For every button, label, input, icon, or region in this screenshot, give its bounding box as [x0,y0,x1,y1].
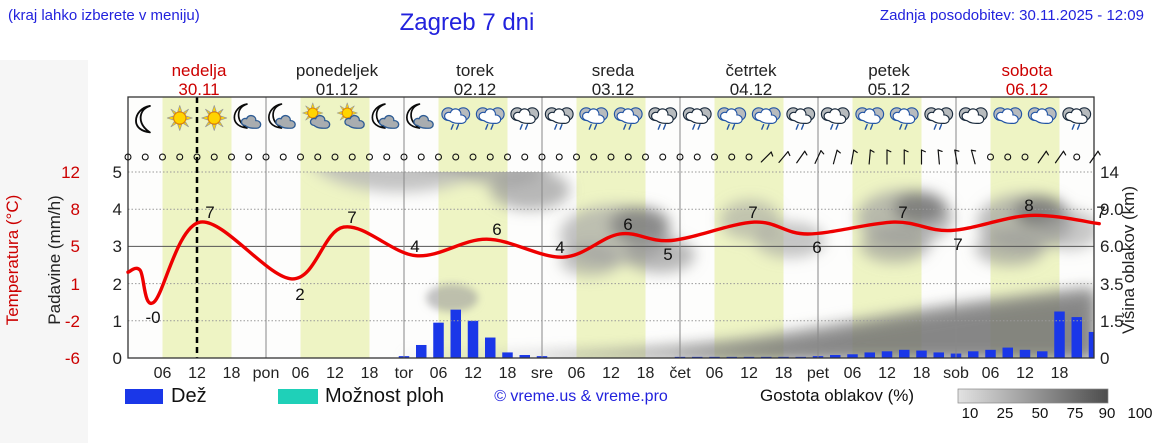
svg-text:Padavine (mm/h): Padavine (mm/h) [45,195,64,324]
svg-text:12: 12 [464,365,482,382]
svg-text:ponedeljek: ponedeljek [296,61,379,80]
svg-text:5: 5 [113,163,122,182]
svg-text:tor: tor [395,365,414,382]
svg-text:0: 0 [113,349,122,368]
svg-text:Gostota oblakov (%): Gostota oblakov (%) [760,386,914,405]
svg-text:Temperatura (°C): Temperatura (°C) [3,195,22,326]
svg-text:06: 06 [154,365,172,382]
svg-text:18: 18 [499,365,517,382]
svg-text:7: 7 [347,208,356,227]
svg-text:Višina oblakov (km): Višina oblakov (km) [1119,186,1138,334]
svg-text:06.12: 06.12 [1006,80,1049,99]
svg-text:01.12: 01.12 [316,80,359,99]
svg-text:© vreme.us & vreme.pro: © vreme.us & vreme.pro [494,388,668,405]
svg-text:18: 18 [223,365,241,382]
svg-text:12: 12 [740,365,758,382]
svg-text:14: 14 [1100,163,1119,182]
svg-text:-2: -2 [65,312,80,331]
svg-text:sreda: sreda [592,61,635,80]
svg-text:(kraj lahko izberete v meniju): (kraj lahko izberete v meniju) [8,7,200,24]
svg-text:7: 7 [748,203,757,222]
svg-text:50: 50 [1032,405,1049,422]
svg-text:4: 4 [555,238,564,257]
svg-text:petek: petek [868,61,910,80]
svg-text:12: 12 [1016,365,1034,382]
svg-text:sre: sre [531,365,553,382]
svg-text:-6: -6 [65,349,80,368]
svg-text:1: 1 [113,312,122,331]
svg-text:Dež: Dež [171,385,207,407]
svg-text:7: 7 [898,203,907,222]
svg-text:nedelja: nedelja [172,61,227,80]
svg-text:06: 06 [844,365,862,382]
svg-text:0: 0 [1100,349,1109,368]
svg-text:6: 6 [492,220,501,239]
svg-text:30.11: 30.11 [178,80,219,99]
svg-text:pet: pet [807,365,830,382]
svg-text:06: 06 [430,365,448,382]
svg-text:6: 6 [812,238,821,257]
svg-text:torek: torek [456,61,494,80]
svg-text:2: 2 [113,275,122,294]
svg-text:18: 18 [361,365,379,382]
svg-text:06: 06 [982,365,1000,382]
svg-text:sob: sob [943,365,969,382]
svg-text:Možnost ploh: Možnost ploh [325,385,444,407]
svg-text:4: 4 [410,237,419,256]
svg-text:06: 06 [706,365,724,382]
svg-text:02.12: 02.12 [454,80,497,99]
svg-text:12: 12 [326,365,344,382]
svg-text:25: 25 [997,405,1014,422]
svg-text:18: 18 [913,365,931,382]
svg-text:pon: pon [253,365,280,382]
svg-text:12: 12 [188,365,206,382]
svg-text:12: 12 [61,163,80,182]
svg-text:18: 18 [637,365,655,382]
svg-text:04.12: 04.12 [730,80,773,99]
svg-text:7: 7 [953,235,962,254]
svg-text:75: 75 [1067,405,1084,422]
svg-text:8: 8 [71,200,80,219]
svg-text:06: 06 [292,365,310,382]
svg-text:sobota: sobota [1001,61,1053,80]
svg-text:06: 06 [568,365,586,382]
svg-text:Zagreb 7 dni: Zagreb 7 dni [400,9,535,36]
svg-text:7: 7 [205,203,214,222]
svg-text:Zadnja posodobitev: 30.11.2025: Zadnja posodobitev: 30.11.2025 - 12:09 [880,7,1144,24]
svg-text:10: 10 [962,405,979,422]
svg-text:-0: -0 [145,308,160,327]
svg-text:3: 3 [113,237,122,256]
svg-text:4: 4 [113,200,122,219]
svg-text:čet: čet [669,365,691,382]
svg-text:2: 2 [295,285,304,304]
svg-text:100: 100 [1127,405,1152,422]
svg-text:12: 12 [878,365,896,382]
svg-text:6: 6 [623,215,632,234]
svg-text:8: 8 [1024,196,1033,215]
svg-text:03.12: 03.12 [592,80,635,99]
svg-text:05.12: 05.12 [868,80,911,99]
svg-text:5: 5 [663,245,672,264]
svg-text:18: 18 [775,365,793,382]
svg-text:5: 5 [71,237,80,256]
svg-text:četrtek: četrtek [725,61,777,80]
svg-text:12: 12 [602,365,620,382]
svg-text:90: 90 [1099,405,1116,422]
svg-text:1: 1 [71,275,80,294]
svg-text:18: 18 [1051,365,1069,382]
